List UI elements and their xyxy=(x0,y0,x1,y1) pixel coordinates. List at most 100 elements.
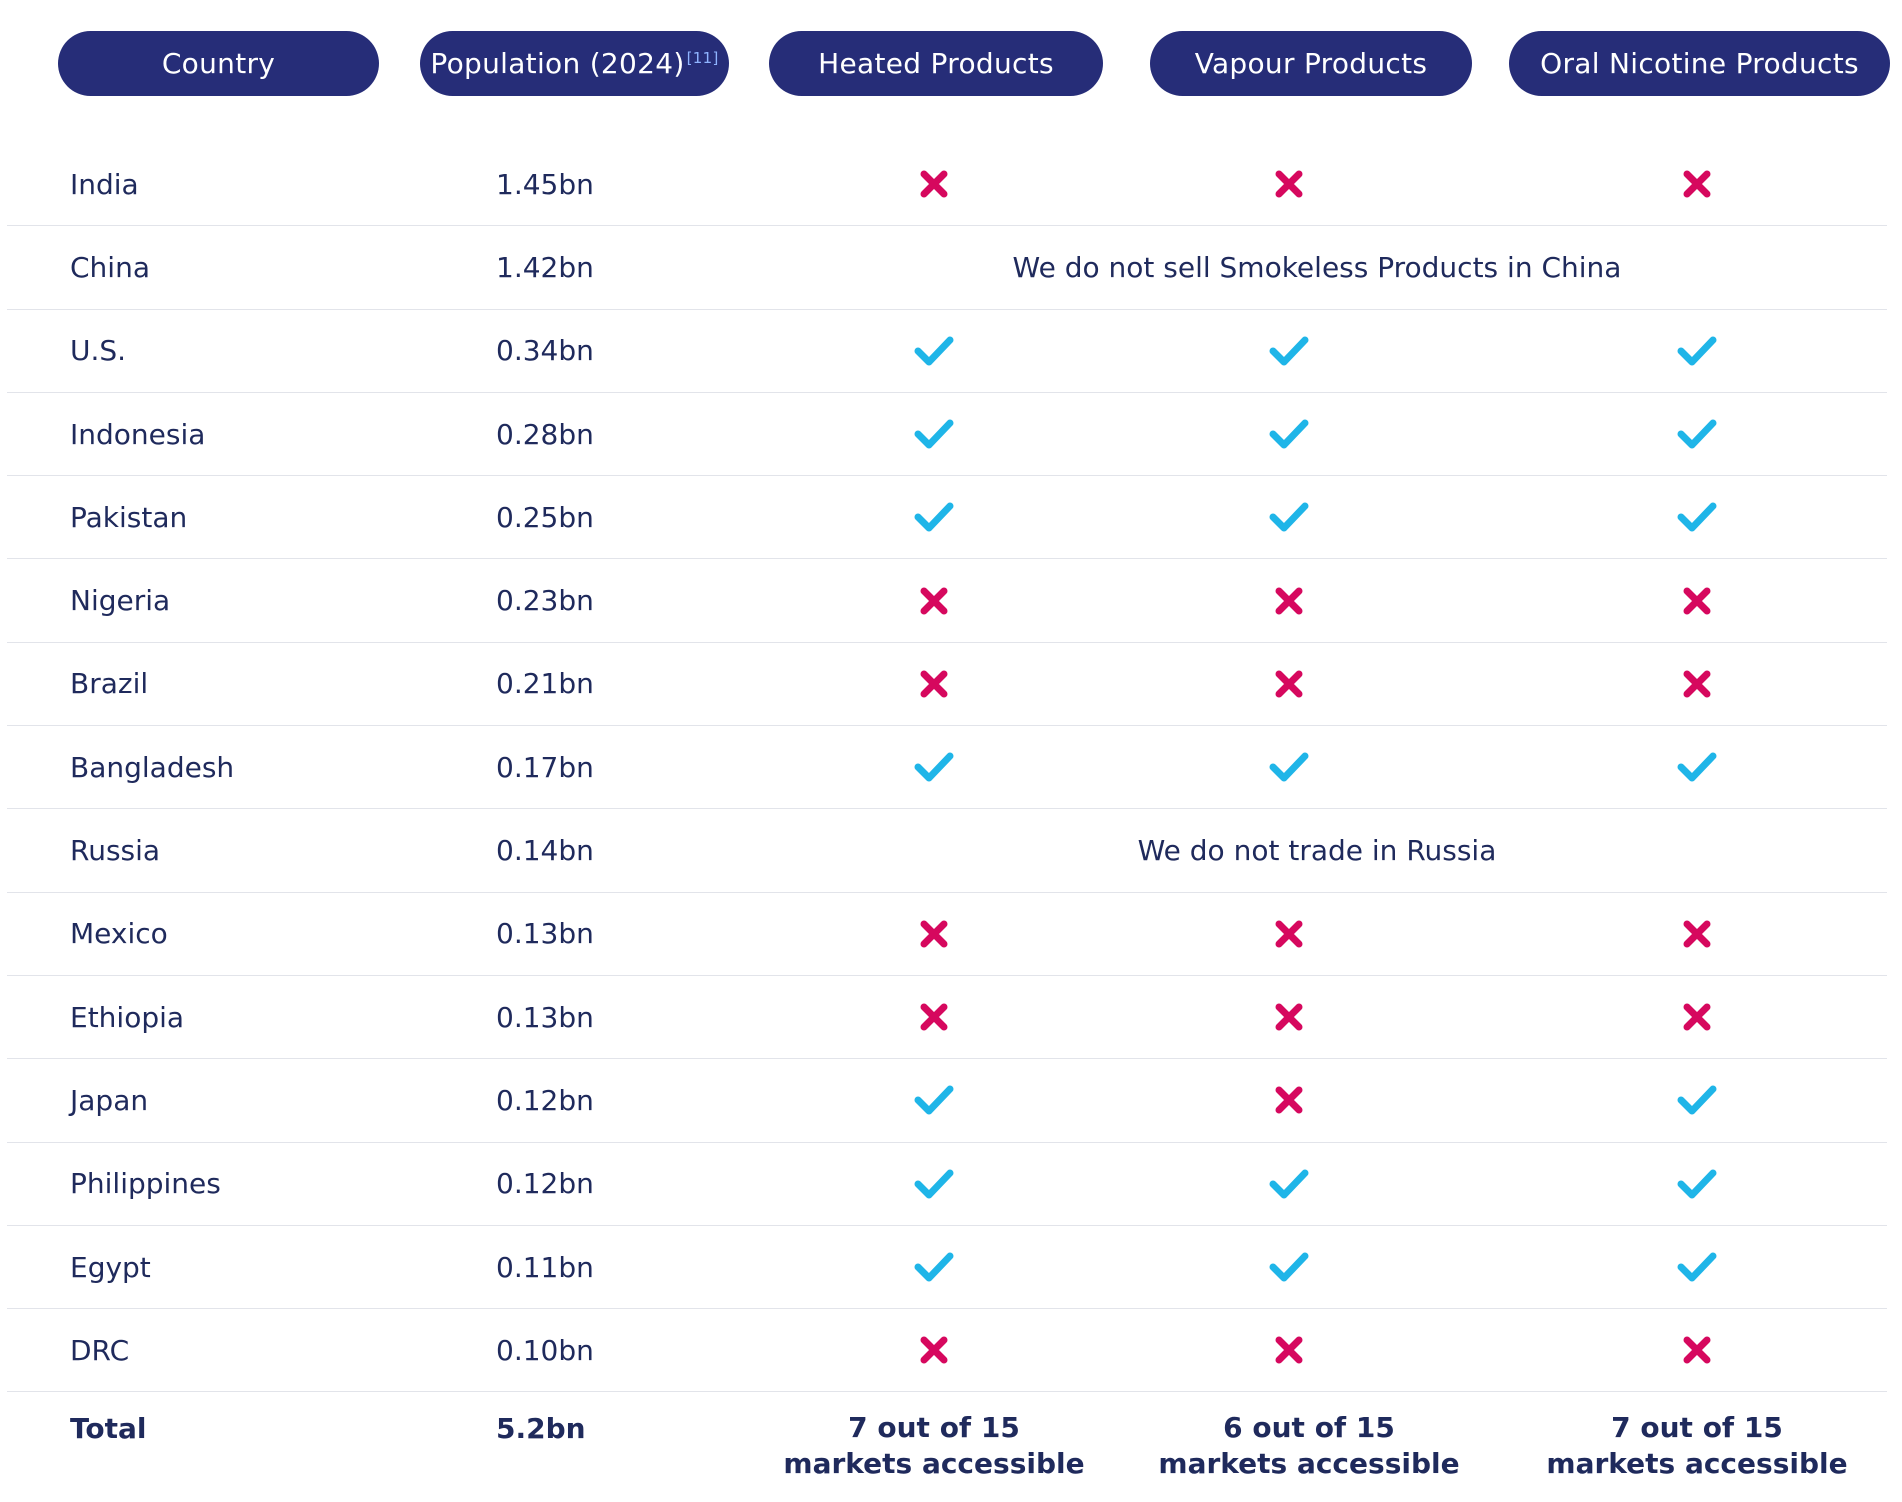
header-heated-label: Heated Products xyxy=(818,47,1054,80)
oral-status xyxy=(1657,643,1737,725)
heated-status xyxy=(894,1143,974,1225)
check-icon xyxy=(1677,501,1717,533)
oral-status xyxy=(1657,559,1737,641)
population-cell: 1.42bn xyxy=(496,250,594,284)
cross-icon xyxy=(1274,1335,1304,1365)
table-row: Ethiopia 0.13bn xyxy=(7,976,1887,1060)
oral-status xyxy=(1657,476,1737,558)
total-population: 5.2bn xyxy=(496,1412,586,1446)
cross-icon xyxy=(919,669,949,699)
cross-icon xyxy=(1682,1002,1712,1032)
cross-icon xyxy=(1274,169,1304,199)
total-vapour: 6 out of 15 markets accessible xyxy=(1139,1392,1479,1482)
total-oral-caption: markets accessible xyxy=(1546,1447,1848,1481)
population-reference-link[interactable]: [11] xyxy=(686,48,719,67)
heated-status xyxy=(894,643,974,725)
heated-status xyxy=(894,476,974,558)
country-cell: India xyxy=(70,167,139,201)
header-country: Country xyxy=(58,31,379,96)
total-heated: 7 out of 15 markets accessible xyxy=(764,1392,1104,1482)
header-oral-nicotine-products: Oral Nicotine Products xyxy=(1509,31,1890,96)
total-oral: 7 out of 15 markets accessible xyxy=(1527,1392,1867,1482)
heated-status xyxy=(894,1226,974,1308)
vapour-status xyxy=(1249,1059,1329,1141)
header-vapour-products: Vapour Products xyxy=(1150,31,1472,96)
check-icon xyxy=(914,335,954,367)
oral-status xyxy=(1657,726,1737,808)
vapour-status xyxy=(1249,643,1329,725)
total-heated-count: 7 out of 15 xyxy=(848,1411,1020,1445)
table-row: Russia 0.14bn We do not trade in Russia xyxy=(7,809,1887,893)
heated-status xyxy=(894,1059,974,1141)
check-icon xyxy=(914,1251,954,1283)
row-note: We do not sell Smokeless Products in Chi… xyxy=(1012,250,1622,284)
cross-icon xyxy=(1682,169,1712,199)
header-vapour-label: Vapour Products xyxy=(1194,47,1428,80)
cross-icon xyxy=(1274,1002,1304,1032)
cross-icon xyxy=(919,1002,949,1032)
table-row: Indonesia 0.28bn xyxy=(7,393,1887,477)
cross-icon xyxy=(919,1335,949,1365)
cross-icon xyxy=(1274,586,1304,616)
country-cell: Philippines xyxy=(70,1167,221,1201)
country-cell: Russia xyxy=(70,834,161,868)
check-icon xyxy=(1677,1084,1717,1116)
vapour-status xyxy=(1249,726,1329,808)
country-cell: Brazil xyxy=(70,667,149,701)
total-row: Total 5.2bn 7 out of 15 markets accessible 6… xyxy=(7,1392,1887,1502)
vapour-status xyxy=(1249,893,1329,975)
table-row: China 1.42bn We do not sell Smokeless Prod… xyxy=(7,226,1887,310)
population-cell: 0.25bn xyxy=(496,500,594,534)
vapour-status xyxy=(1249,1226,1329,1308)
country-cell: China xyxy=(70,250,150,284)
table-row: Egypt 0.11bn xyxy=(7,1226,1887,1310)
vapour-status xyxy=(1249,393,1329,475)
vapour-status xyxy=(1249,310,1329,392)
check-icon xyxy=(1677,335,1717,367)
heated-status xyxy=(894,893,974,975)
population-cell: 0.13bn xyxy=(496,1000,594,1034)
country-cell: Indonesia xyxy=(70,417,206,451)
oral-status xyxy=(1657,143,1737,225)
population-cell: 0.21bn xyxy=(496,667,594,701)
check-icon xyxy=(914,1168,954,1200)
country-cell: Nigeria xyxy=(70,584,171,618)
header-oral-label: Oral Nicotine Products xyxy=(1540,47,1859,80)
cross-icon xyxy=(919,919,949,949)
population-cell: 0.28bn xyxy=(496,417,594,451)
population-cell: 0.12bn xyxy=(496,1167,594,1201)
cross-icon xyxy=(1274,1085,1304,1115)
table-row: Philippines 0.12bn xyxy=(7,1143,1887,1226)
cross-icon xyxy=(1274,669,1304,699)
check-icon xyxy=(1677,418,1717,450)
population-cell: 0.23bn xyxy=(496,584,594,618)
check-icon xyxy=(914,751,954,783)
cross-icon xyxy=(1682,1335,1712,1365)
oral-status xyxy=(1657,310,1737,392)
check-icon xyxy=(1269,1251,1309,1283)
heated-status xyxy=(894,976,974,1058)
country-cell: DRC xyxy=(70,1333,130,1367)
oral-status xyxy=(1657,893,1737,975)
table-row: India 1.45bn xyxy=(7,143,1887,227)
total-vapour-count: 6 out of 15 xyxy=(1223,1411,1395,1445)
oral-status xyxy=(1657,976,1737,1058)
oral-status xyxy=(1657,393,1737,475)
check-icon xyxy=(914,418,954,450)
population-cell: 0.11bn xyxy=(496,1250,594,1284)
total-heated-caption: markets accessible xyxy=(783,1447,1085,1481)
table-row: Pakistan 0.25bn xyxy=(7,476,1887,560)
country-cell: Egypt xyxy=(70,1250,151,1284)
header-country-label: Country xyxy=(161,47,276,80)
country-cell: Pakistan xyxy=(70,500,188,534)
population-cell: 0.10bn xyxy=(496,1333,594,1367)
table-row: U.S. 0.34bn xyxy=(7,310,1887,393)
heated-status xyxy=(894,726,974,808)
check-icon xyxy=(1677,1251,1717,1283)
table-row: Mexico 0.13bn xyxy=(7,893,1887,976)
heated-status xyxy=(894,559,974,641)
check-icon xyxy=(1269,1168,1309,1200)
cross-icon xyxy=(1682,669,1712,699)
check-icon xyxy=(1677,751,1717,783)
